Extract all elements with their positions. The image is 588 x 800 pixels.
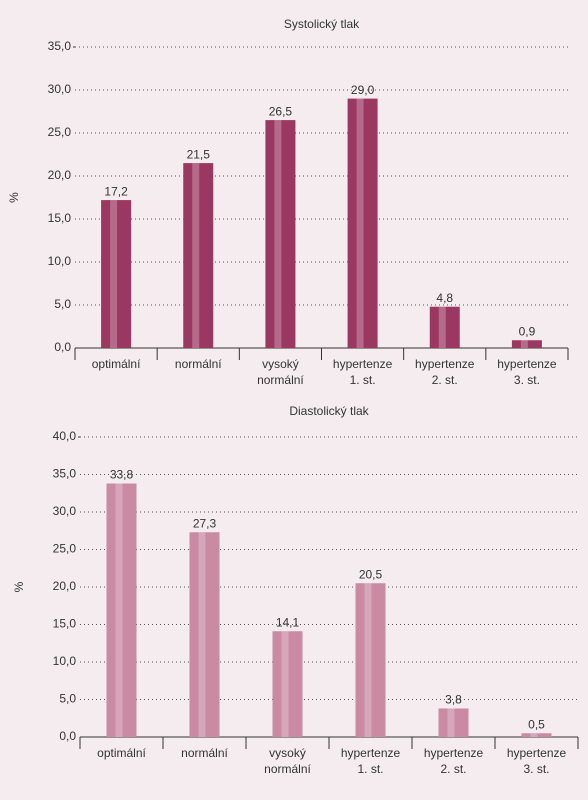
x-tick-label: hypertenze 3. st. [506,746,567,776]
bar-highlight [198,532,206,737]
y-tick-label: 10,0 [48,254,72,268]
x-tick-label: optimální [91,357,141,371]
value-label: 0,9 [519,324,536,338]
x-tick-label-box: hypertenze 3. st. [506,746,567,776]
y-tick-label: 35,0 [48,39,72,53]
value-label: 4,8 [436,291,453,305]
x-tick-label: hypertenze 1. st. [340,746,401,776]
x-tick-label: optimální [97,746,146,760]
y-tick-label: 5,0 [54,297,71,311]
value-label: 0,5 [528,717,545,731]
y-tick-label: 35,0 [53,467,77,481]
chart-title: Diastolický tlak [289,404,369,418]
y-tick-label: 0,0 [54,340,71,354]
y-tick-label: 25,0 [48,125,72,139]
bar-highlight [110,200,118,348]
y-axis-label: % [7,192,21,203]
x-tick-label: vysoký normální [264,746,311,776]
bar-highlight [438,306,446,348]
bar [438,708,469,737]
value-label: 3,8 [445,693,462,707]
bar-highlight [356,98,364,348]
value-label: 17,2 [104,184,128,198]
bar-highlight [364,583,372,737]
y-tick-label: 0,0 [59,729,76,743]
x-tick-label-box: hypertenze 1. st. [332,357,393,387]
x-tick-label-box: optimální [97,746,146,760]
x-tick-label-box: normální [181,746,228,760]
x-tick-label: hypertenze 3. st. [497,357,557,387]
bar-highlight [520,340,528,348]
bar [265,120,296,348]
x-tick-label: hypertenze 2. st. [415,357,475,387]
y-tick-label: 30,0 [53,504,77,518]
bar [511,340,542,348]
x-tick-label-box: vysoký normální [257,357,304,387]
value-label: 14,1 [276,615,300,629]
value-label: 20,5 [359,567,383,581]
x-tick-label-box: optimální [91,357,141,371]
value-label: 29,0 [351,83,375,97]
bar-highlight [281,631,289,737]
bar [183,163,214,348]
bar [521,733,552,737]
x-tick-label-box: hypertenze 2. st. [423,746,484,776]
bar [347,98,378,348]
y-tick-label: 30,0 [48,82,72,96]
bar-highlight [115,483,123,737]
bar [355,583,386,737]
y-tick-label: 20,0 [53,579,77,593]
bar-highlight [530,733,538,737]
bar [106,483,137,737]
bar-highlight [192,163,200,348]
value-label: 33,8 [110,468,134,482]
x-tick-label: normální [174,357,222,371]
value-label: 21,5 [187,147,211,161]
bar [189,532,220,737]
value-label: 27,3 [193,516,217,530]
y-tick-label: 25,0 [53,542,77,556]
x-tick-label: normální [181,746,228,760]
x-tick-label-box: vysoký normální [264,746,311,776]
y-tick-label: 15,0 [53,617,77,631]
y-tick-label: 5,0 [59,692,76,706]
x-tick-label-box: hypertenze 2. st. [415,357,475,387]
bar [272,631,303,737]
x-tick-label-box: hypertenze 1. st. [340,746,401,776]
y-tick-label: 40,0 [53,429,77,443]
y-tick-label: 10,0 [53,654,77,668]
x-tick-label: vysoký normální [257,357,304,387]
chart-title: Systolický tlak [284,17,360,31]
bar [429,306,460,348]
bar-highlight [447,708,455,737]
value-label: 26,5 [269,104,293,118]
bar [101,200,132,348]
y-axis-label: % [12,581,26,592]
x-tick-label: hypertenze 1. st. [332,357,393,387]
x-tick-label-box: normální [174,357,222,371]
y-tick-label: 20,0 [48,168,72,182]
y-tick-label: 15,0 [48,211,72,225]
bar-highlight [274,120,282,348]
x-tick-label-box: hypertenze 3. st. [497,357,557,387]
x-tick-label: hypertenze 2. st. [423,746,484,776]
